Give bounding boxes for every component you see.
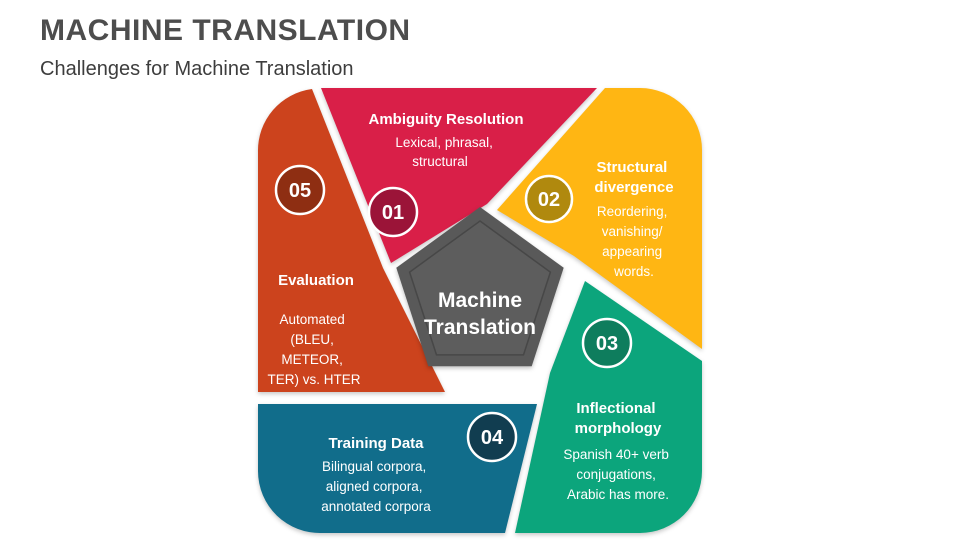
segment-structural-shape [497, 88, 702, 349]
segment-ambiguity-content: 01 Ambiguity Resolution Lexical, phrasal… [367, 111, 524, 238]
segment-inflectional-shape [515, 281, 702, 533]
badge-03-number: 03 [596, 333, 618, 355]
badge-01 [367, 186, 419, 238]
segment-ambiguity-title: Ambiguity Resolution [369, 111, 524, 128]
segment-inflectional-content: 03 Inflectional morphology Spanish 40+ v… [563, 317, 672, 502]
badge-02-number: 02 [538, 189, 560, 211]
badge-05-number: 05 [289, 180, 311, 202]
center-pentagon: Machine Translation [396, 207, 564, 367]
segment-inflectional-title: Inflectional morphology [575, 400, 662, 437]
segment-structural-content: 02 Structural divergence Reordering, van… [524, 159, 674, 279]
badge-05 [274, 164, 326, 216]
segment-training-content: 04 Training Data Bilingual corpora, alig… [321, 411, 518, 514]
segment-training-desc: Bilingual corpora, aligned corpora, anno… [321, 459, 431, 514]
slide-title: MACHINE TRANSLATION [40, 14, 411, 47]
segment-evaluation-shape [257, 89, 445, 392]
slide-subtitle: Challenges for Machine Translation [40, 58, 354, 80]
badge-02 [524, 174, 574, 224]
segment-evaluation-desc: Automated (BLEU, METEOR, TER) vs. HTER [268, 312, 361, 387]
segment-structural-title: Structural divergence [594, 159, 673, 196]
center-pentagon-inner-border [408, 220, 552, 356]
badge-04-number: 04 [481, 427, 504, 449]
segment-evaluation-title: Evaluation [278, 272, 354, 289]
center-label-line2: Translation [424, 316, 536, 339]
segment-training-title: Training Data [328, 435, 424, 452]
badge-01-number: 01 [382, 202, 404, 224]
segment-ambiguity-desc: Lexical, phrasal, structural [395, 135, 496, 169]
segment-evaluation-content: 05 Evaluation Automated (BLEU, METEOR, T… [268, 164, 361, 387]
center-label-line1: Machine [438, 289, 522, 312]
badge-03 [581, 317, 633, 369]
segment-structural-desc: Reordering, vanishing/ appearing words. [597, 204, 671, 279]
segment-inflectional-desc: Spanish 40+ verb conjugations, Arabic ha… [563, 447, 672, 502]
badge-04 [466, 411, 518, 463]
